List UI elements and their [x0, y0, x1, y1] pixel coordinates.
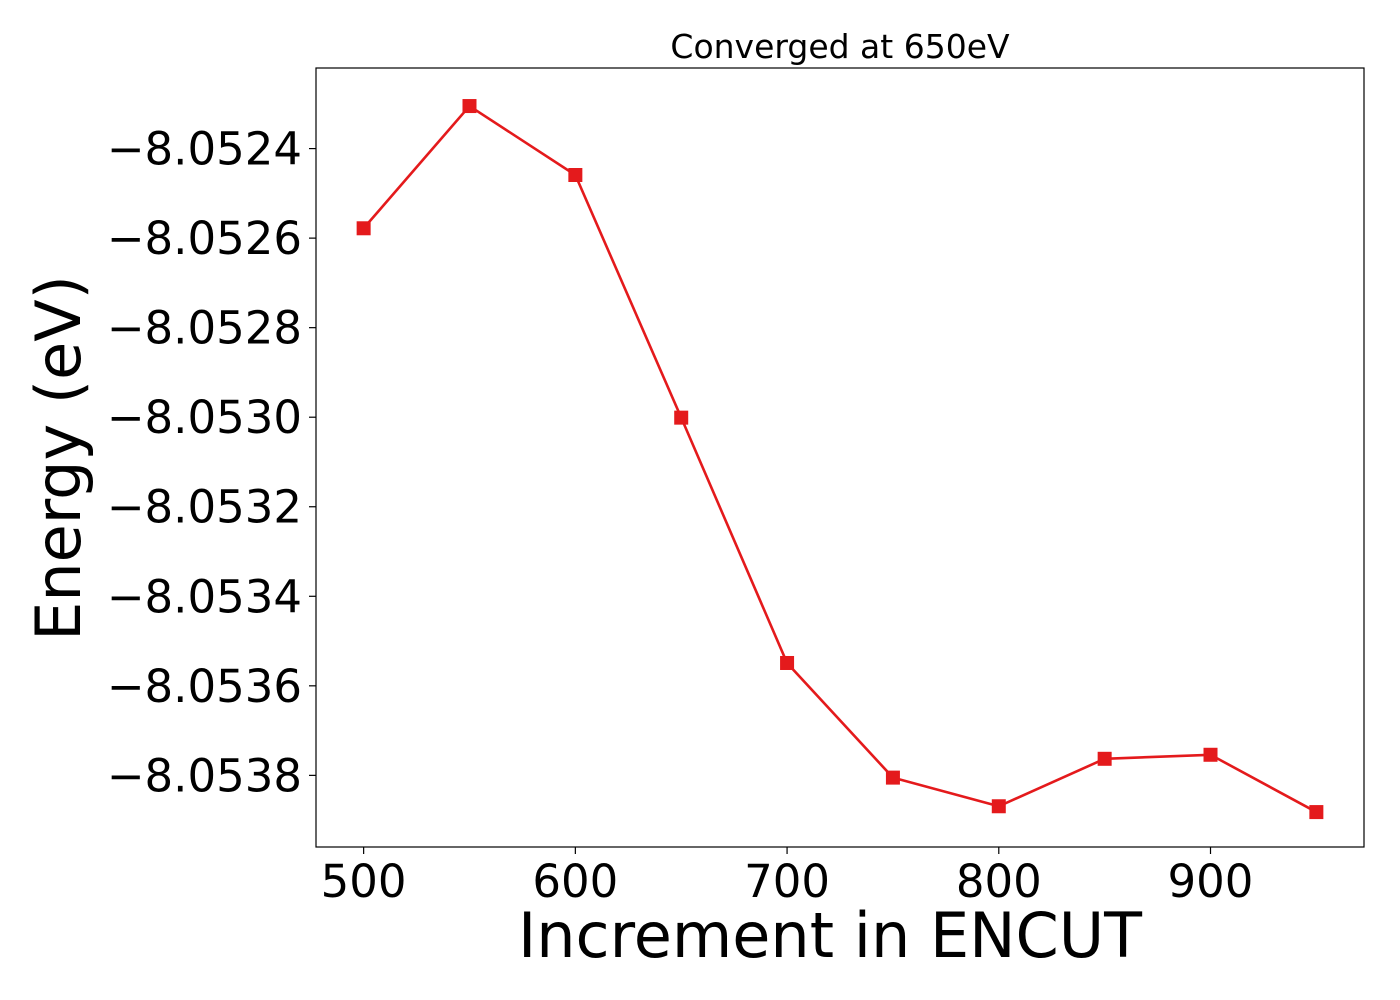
y-axis-ticks: −8.0524 −8.0526 −8.0528 −8.0530 −8.0532 −8.05… [107, 123, 316, 802]
data-point-marker [780, 655, 795, 670]
x-tick-label: 700 [744, 855, 830, 908]
data-point-marker [1309, 805, 1324, 820]
data-point-marker [1097, 751, 1112, 766]
chart-title: Converged at 650eV [670, 27, 1010, 66]
data-point-marker [674, 410, 689, 425]
y-tick-label: −8.0524 [107, 123, 302, 176]
data-point-marker [568, 168, 583, 182]
x-tick-label: 900 [1168, 855, 1254, 908]
data-point-marker [462, 99, 477, 114]
x-tick-label: 800 [956, 855, 1042, 908]
x-tick-label: 500 [321, 855, 407, 908]
y-tick-label: −8.0534 [107, 570, 302, 623]
data-point-marker [356, 221, 371, 236]
y-tick-label: −8.0528 [107, 302, 302, 355]
y-tick-label: −8.0538 [107, 749, 302, 802]
y-axis-label: Energy (eV) [22, 275, 95, 641]
data-point-marker [1203, 747, 1218, 762]
y-tick-label: −8.0530 [107, 391, 302, 444]
y-tick-label: −8.0526 [107, 212, 302, 265]
plot-area-frame [315, 67, 1365, 848]
series-line [362, 104, 1317, 814]
x-tick-label: 600 [532, 855, 618, 908]
data-point-marker [885, 770, 900, 785]
x-axis-label: Increment in ENCUT [518, 899, 1143, 972]
y-tick-label: −8.0532 [107, 481, 302, 534]
series-layer [356, 99, 1324, 820]
data-point-marker [991, 799, 1006, 814]
x-axis-ticks: 500 600 700 800 900 [321, 847, 1254, 908]
y-tick-label: −8.0536 [107, 660, 302, 713]
